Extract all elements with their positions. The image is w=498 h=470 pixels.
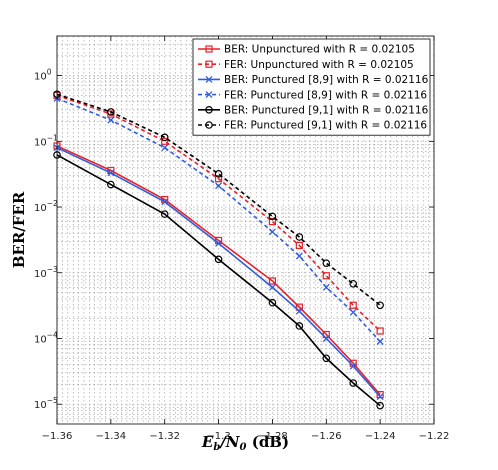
data-point — [107, 116, 115, 124]
data-point — [295, 303, 303, 311]
data-point — [322, 272, 330, 280]
data-point — [376, 401, 384, 410]
x-tick-label: −1.32 — [149, 431, 180, 442]
x-tick-label: −1.22 — [419, 431, 450, 442]
data-point — [107, 108, 115, 116]
x-tick-label: −1.24 — [365, 431, 396, 442]
axis-ticks: −1.36 −1.34 −1.32 −1.3 −1.28 −1.26 −1.24 −1.221… — [34, 36, 449, 442]
x-tick-label: −1.36 — [42, 431, 73, 442]
data-point — [322, 335, 330, 342]
series — [53, 90, 384, 310]
legend-label: BER: Punctured [8,9] with R = 0.02116 — [224, 74, 429, 86]
data-point — [376, 301, 384, 310]
data-point — [295, 322, 304, 330]
plot-frame — [56, 35, 435, 425]
data-point — [349, 308, 357, 316]
data-point — [205, 91, 213, 99]
series-line — [56, 145, 381, 396]
y-axis-label: BER/FER — [10, 191, 28, 268]
x-tick-label: −1.34 — [96, 431, 127, 442]
x-tick-label: −1.28 — [257, 431, 288, 442]
series-line — [56, 93, 381, 306]
series-line — [56, 94, 381, 332]
data-point — [295, 252, 303, 260]
data-point — [322, 354, 331, 363]
data-point — [268, 228, 276, 236]
data-point — [205, 75, 213, 83]
data-point — [215, 182, 223, 190]
legend-label: BER: Unpunctured with R = 0.02105 — [224, 44, 415, 56]
x-tick-label: −1.26 — [311, 431, 342, 442]
x-axis-label: Eb/N0 (dB) — [201, 433, 289, 453]
data-point — [322, 283, 330, 291]
data-point — [205, 45, 213, 53]
data-point — [160, 133, 169, 142]
legend-label: FER: Punctured [8,9] with R = 0.02116 — [224, 89, 427, 101]
legend-label: FER: Punctured [9,1] with R = 0.02116 — [224, 120, 427, 132]
data-point — [268, 298, 277, 307]
data-point — [322, 259, 331, 267]
data-point — [214, 170, 223, 178]
data-point — [107, 169, 115, 177]
data-point — [160, 210, 169, 218]
series-line — [56, 154, 381, 407]
data-point — [349, 301, 357, 309]
data-point — [205, 60, 213, 68]
data-point — [295, 241, 303, 250]
data-point — [376, 327, 384, 335]
data-point — [205, 121, 213, 129]
legend-box — [192, 38, 431, 136]
data-point — [107, 180, 115, 189]
data-point — [349, 379, 358, 387]
data-point — [295, 307, 303, 315]
series — [53, 144, 384, 401]
data-point — [268, 283, 276, 291]
legend-label: FER: Unpunctured with R = 0.02105 — [224, 59, 414, 71]
data-point — [295, 233, 304, 241]
x-tick-label: −1.3 — [206, 431, 230, 442]
data-point — [376, 393, 384, 401]
data-point — [349, 279, 358, 288]
legend: BER: Unpunctured with R = 0.02105 FER: Un… — [192, 38, 431, 136]
data-point — [349, 362, 357, 370]
data-point — [161, 144, 169, 152]
data-point — [205, 106, 213, 114]
series-layer — [53, 90, 384, 410]
data-point — [215, 239, 223, 247]
data-point — [161, 137, 169, 145]
data-point — [161, 198, 169, 206]
data-point — [214, 175, 223, 183]
data-point — [214, 255, 223, 264]
data-point — [268, 218, 277, 226]
series — [53, 94, 384, 345]
data-point — [376, 338, 384, 345]
data-point — [268, 212, 277, 221]
data-point — [268, 277, 277, 285]
legend-label: BER: Punctured [9,1] with R = 0.02116 — [224, 105, 429, 117]
